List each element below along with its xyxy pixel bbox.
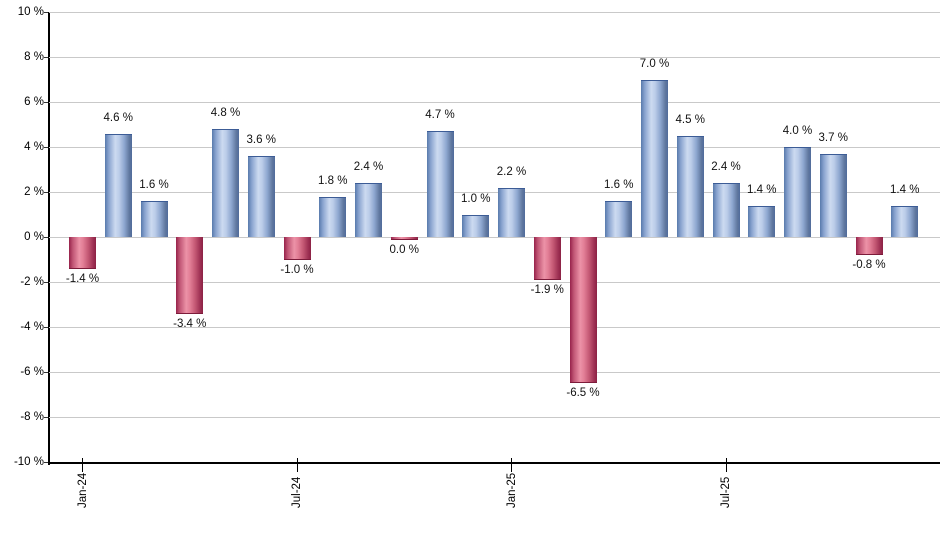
gridline <box>49 102 940 103</box>
bar-value-label: 3.7 % <box>818 131 848 144</box>
bar-value-label: -1.4 % <box>65 272 100 285</box>
gridline <box>49 57 940 58</box>
y-axis-tick-label: 6 % <box>24 96 44 108</box>
bar-jan-25 <box>498 187 525 237</box>
y-axis-tick <box>44 417 48 418</box>
y-axis-tick-label: 8 % <box>24 51 44 63</box>
bar-value-label: 4.0 % <box>782 125 813 137</box>
y-axis-tick-label: 0 % <box>24 231 44 243</box>
bar-jul-24 <box>283 237 311 260</box>
bar-oct-25 <box>819 153 847 237</box>
bar-value-label: 4.5 % <box>675 113 705 126</box>
bar-value-label: -0.8 % <box>852 259 886 271</box>
gridline <box>49 372 940 373</box>
bar-jun-25 <box>676 135 704 237</box>
y-axis-tick <box>44 147 48 148</box>
x-axis-tick-label: Jan-25 <box>505 472 518 508</box>
bar-value-label: 4.6 % <box>103 111 133 124</box>
x-axis-line <box>49 462 940 464</box>
bar-may-25 <box>641 79 668 237</box>
bar-value-label: 2.2 % <box>496 165 527 178</box>
y-axis-tick-label: 10 % <box>17 6 44 18</box>
y-axis-tick <box>44 57 48 58</box>
x-axis-tick <box>725 458 727 472</box>
bar-value-label: 1.0 % <box>461 192 491 205</box>
gridline <box>49 147 940 148</box>
y-axis-line <box>47 12 50 465</box>
bar-may-24 <box>212 129 239 237</box>
bar-value-label: -1.9 % <box>530 283 564 296</box>
bar-value-label: 2.4 % <box>711 161 741 173</box>
gridline <box>49 237 940 238</box>
x-axis-tick <box>82 458 83 472</box>
bar-value-label: -1.0 % <box>280 263 314 276</box>
y-axis-tick <box>44 372 48 373</box>
bar-sep-25 <box>784 147 811 237</box>
gridline <box>49 192 940 193</box>
bar-value-label: 1.4 % <box>747 183 777 196</box>
bar-value-label: 1.8 % <box>318 174 348 187</box>
gridline <box>49 417 940 418</box>
bar-value-label: 1.6 % <box>139 179 169 191</box>
y-axis-tick-label: -8 % <box>20 411 44 423</box>
bar-apr-25 <box>605 201 633 237</box>
bar-value-label: -6.5 % <box>566 387 600 400</box>
x-axis-tick <box>511 458 512 472</box>
bar-jun-24 <box>247 156 275 237</box>
y-axis-tick-label: -6 % <box>20 366 44 378</box>
y-axis-tick <box>44 237 48 238</box>
gridline <box>49 12 940 13</box>
bar-aug-25 <box>748 205 776 237</box>
bar-mar-25 <box>569 237 597 384</box>
bar-nov-25 <box>855 237 883 255</box>
bar-feb-24 <box>104 133 132 237</box>
bar-value-label: -3.4 % <box>173 317 207 330</box>
y-axis-tick-label: -2 % <box>20 276 44 288</box>
bar-value-label: 1.6 % <box>604 179 634 191</box>
x-axis-tick-label: Jan-24 <box>76 472 89 508</box>
plot-area: -1.4 % 4.6 % 1.6 % -3.4 % 4.8 % 3.6 % -1.0 % 1.… <box>49 12 940 464</box>
y-axis-tick-label: 2 % <box>24 186 44 198</box>
bar-value-label: 2.4 % <box>353 161 384 173</box>
gridline <box>49 282 940 283</box>
y-axis-tick-label: 4 % <box>24 141 44 153</box>
bar-dec-24 <box>462 214 490 237</box>
bar-value-label: 3.6 % <box>246 134 276 146</box>
bar-sep-24 <box>355 183 382 237</box>
bar-value-label: 7.0 % <box>639 57 670 70</box>
y-axis-tick <box>44 12 48 13</box>
bar-mar-24 <box>140 201 168 237</box>
y-axis-tick-label: -10 % <box>13 456 44 468</box>
x-axis-tick-label: Jul-24 <box>291 476 303 508</box>
bar-value-label: 1.4 % <box>890 183 920 196</box>
x-axis-tick <box>296 458 298 472</box>
y-axis-tick <box>44 327 48 328</box>
bar-nov-24 <box>426 131 454 237</box>
x-axis-tick-label: Jul-25 <box>720 476 732 508</box>
bar-jul-25 <box>712 183 740 237</box>
y-axis-tick <box>44 462 48 463</box>
bar-value-label: 0.0 % <box>389 243 419 256</box>
bar-jan-24 <box>69 237 96 269</box>
bar-dec-25 <box>891 205 919 237</box>
y-axis-tick-label: -4 % <box>20 321 44 333</box>
bar-oct-24 <box>390 237 418 240</box>
y-axis-tick <box>44 102 48 103</box>
bar-feb-25 <box>533 237 561 280</box>
bar-value-label: 4.7 % <box>425 109 455 122</box>
y-axis-tick <box>44 192 48 193</box>
gridline <box>49 327 940 328</box>
bar-aug-24 <box>319 196 347 237</box>
bar-apr-24 <box>176 237 204 314</box>
bar-value-label: 4.8 % <box>210 107 241 119</box>
y-axis-tick <box>44 282 48 283</box>
